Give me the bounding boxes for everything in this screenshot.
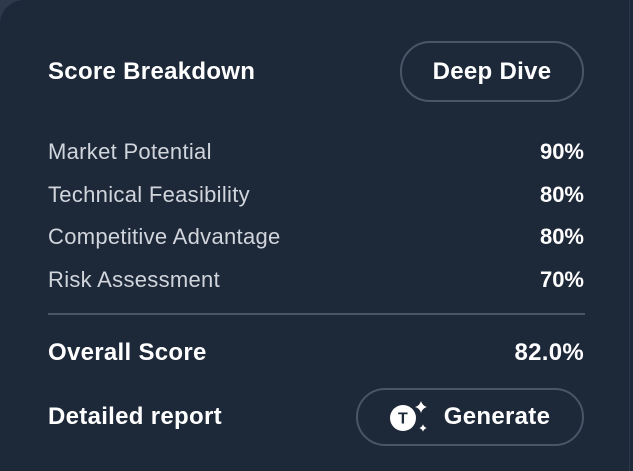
overall-score-value: 82.0% bbox=[514, 338, 584, 366]
detailed-report-row: Detailed report T Generate bbox=[48, 388, 584, 446]
svg-text:T: T bbox=[398, 411, 408, 428]
score-rows: Market Potential 90% Technical Feasibili… bbox=[48, 131, 584, 301]
score-label: Technical Feasibility bbox=[48, 181, 250, 207]
score-label: Competitive Advantage bbox=[48, 224, 281, 250]
divider bbox=[48, 313, 585, 315]
deep-dive-button-label: Deep Dive bbox=[432, 57, 552, 85]
score-value: 90% bbox=[539, 139, 584, 165]
detailed-report-label: Detailed report bbox=[48, 403, 222, 430]
score-row-technical-feasibility: Technical Feasibility 80% bbox=[48, 174, 584, 217]
deep-dive-button[interactable]: Deep Dive bbox=[400, 41, 584, 102]
generate-button[interactable]: T Generate bbox=[356, 388, 584, 446]
score-label: Market Potential bbox=[48, 139, 212, 165]
generate-button-label: Generate bbox=[443, 403, 551, 430]
score-label: Risk Assessment bbox=[48, 266, 220, 292]
card-header: Score Breakdown Deep Dive bbox=[48, 41, 584, 102]
score-value: 70% bbox=[539, 266, 584, 292]
score-row-market-potential: Market Potential 90% bbox=[48, 131, 584, 174]
overall-score-row: Overall Score 82.0% bbox=[48, 331, 584, 374]
token-sparkle-icon: T bbox=[389, 397, 430, 435]
score-value: 80% bbox=[539, 181, 584, 207]
score-row-risk-assessment: Risk Assessment 70% bbox=[48, 259, 584, 302]
score-row-competitive-advantage: Competitive Advantage 80% bbox=[48, 216, 584, 259]
card-title: Score Breakdown bbox=[48, 57, 256, 85]
score-value: 80% bbox=[539, 224, 584, 250]
overall-score-label: Overall Score bbox=[48, 338, 207, 366]
